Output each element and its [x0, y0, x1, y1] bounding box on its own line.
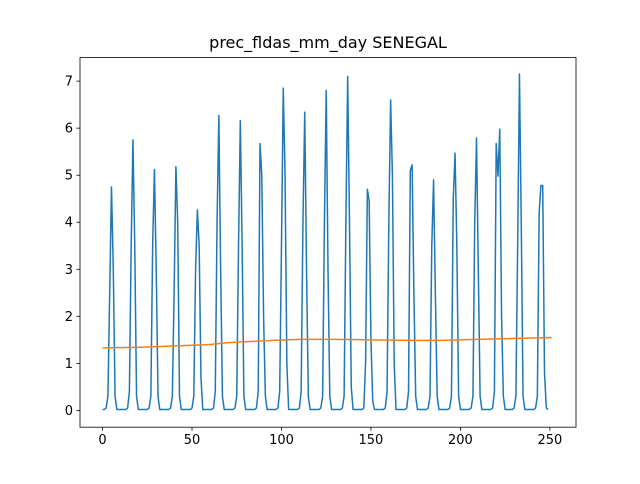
y-tick-label: 3	[65, 263, 73, 278]
series-line-2	[102, 336, 552, 349]
y-tick-label: 7	[65, 75, 73, 90]
x-axis: 0 50 100 150 200 250	[98, 427, 562, 448]
y-tick-label: 4	[65, 216, 73, 231]
y-tick-label: 2	[65, 310, 73, 325]
y-tick-label: 5	[65, 169, 73, 184]
x-tick-label: 0	[98, 433, 106, 448]
x-tick-label: 100	[269, 433, 294, 448]
x-tick-label: 250	[537, 433, 562, 448]
y-axis: 0 1 2 3 4 5 6 7	[65, 75, 80, 419]
series-line-1	[102, 73, 549, 411]
x-tick-label: 50	[184, 433, 201, 448]
y-tick-label: 0	[65, 404, 73, 419]
series-layer	[102, 73, 552, 411]
y-tick-label: 1	[65, 357, 73, 372]
chart-title: prec_fldas_mm_day SENEGAL	[209, 33, 447, 52]
y-tick-label: 6	[65, 122, 73, 137]
axes-frame	[79, 57, 577, 428]
x-tick-label: 200	[448, 433, 473, 448]
x-tick-label: 150	[359, 433, 384, 448]
